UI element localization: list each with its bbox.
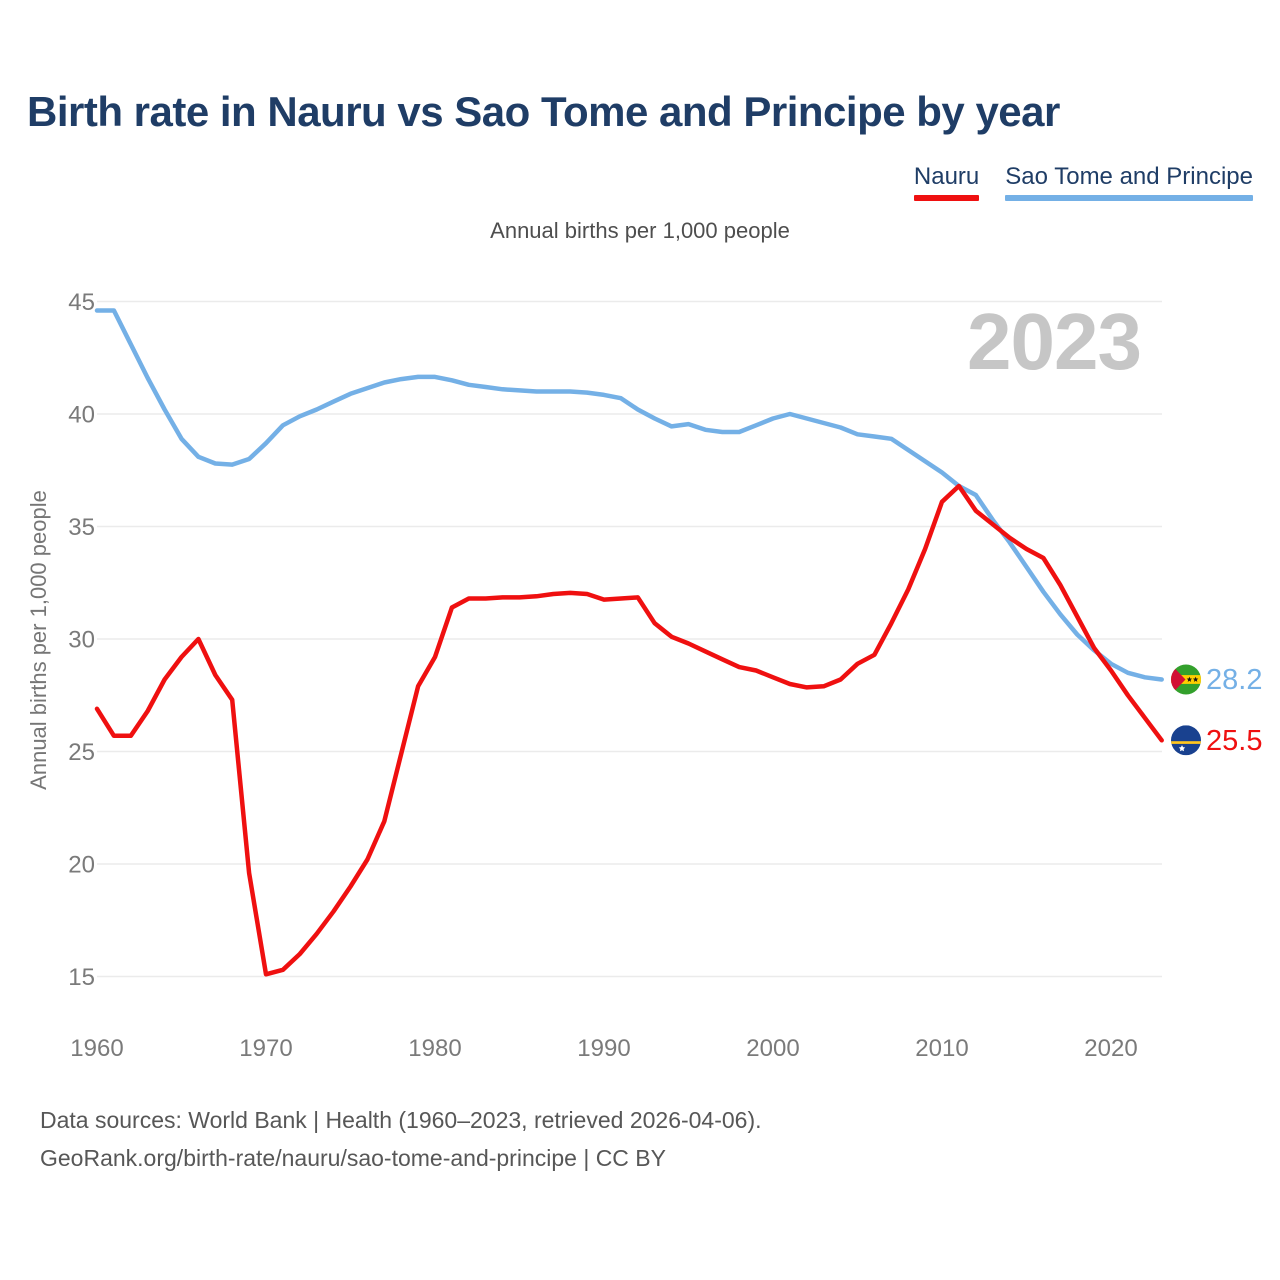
legend-color-bar-nauru [913, 195, 980, 201]
y-tick-label: 40 [68, 402, 95, 429]
y-tick-label: 25 [68, 739, 95, 766]
sao-tome-flag-yellow-band [1171, 675, 1201, 684]
sao-tome-flag-red-triangle [1171, 664, 1186, 695]
nauru-flag-blue [1171, 725, 1201, 756]
y-tick-label: 15 [68, 964, 95, 991]
sao-tome-flag-star [1186, 676, 1193, 682]
end-value-nauru: 25.5 [1206, 725, 1262, 757]
sao-tome-flag-icon [1171, 664, 1201, 695]
x-tick-label: 2020 [1084, 1035, 1137, 1062]
nauru-flag-icon [1171, 725, 1201, 756]
footer-line-1: Data sources: World Bank | Health (1960–… [40, 1107, 762, 1133]
series-lines [94, 308, 1164, 977]
footer-line-2: GeoRank.org/birth-rate/nauru/sao-tome-an… [40, 1145, 666, 1171]
gridlines [97, 300, 1162, 978]
x-tick-label: 2000 [746, 1035, 799, 1062]
y-tick-label: 30 [68, 627, 95, 654]
nauru-flag-star [1178, 745, 1186, 752]
page-title: Birth rate in Nauru vs Sao Tome and Prin… [27, 88, 1060, 135]
chart-subtitle: Annual births per 1,000 people [490, 218, 790, 243]
x-tick-label: 1960 [70, 1035, 123, 1062]
legend-item-nauru[interactable]: Nauru [913, 163, 980, 201]
watermark-year: 2023 [967, 297, 1141, 386]
y-tick-label: 35 [68, 514, 95, 541]
x-tick-label: 1990 [577, 1035, 630, 1062]
x-tick-label: 1970 [239, 1035, 292, 1062]
y-tick-label: 20 [68, 852, 95, 879]
legend: Nauru Sao Tome and Principe [913, 163, 1253, 201]
legend-label-sao-tome: Sao Tome and Principe [1005, 163, 1253, 190]
end-value-sao-tome: 28.2 [1206, 664, 1262, 696]
y-tick-label: 45 [68, 289, 95, 316]
x-tick-label: 2010 [915, 1035, 968, 1062]
nauru-flag-yellow-stripe [1171, 741, 1201, 744]
series-line-sao-tome [94, 308, 1164, 682]
data-source-note: Data sources: World Bank | Health (1960–… [40, 1101, 762, 1177]
axis-ticks: 15 20 25 30 35 40 45 1960 1970 1980 1990 2000 2010 20… [68, 289, 1137, 1062]
legend-label-nauru: Nauru [913, 163, 980, 190]
y-axis-title: Annual births per 1,000 people [26, 490, 51, 790]
end-value-labels: 25.5 28.2 [1206, 664, 1262, 757]
series-line-nauru [94, 483, 1164, 977]
sao-tome-flag-star [1192, 676, 1199, 682]
legend-item-sao-tome[interactable]: Sao Tome and Principe [1005, 163, 1253, 201]
x-tick-label: 1980 [408, 1035, 461, 1062]
legend-color-bar-sao-tome [1005, 195, 1253, 201]
